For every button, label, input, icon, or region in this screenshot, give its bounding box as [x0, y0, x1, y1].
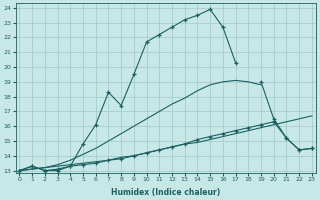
- X-axis label: Humidex (Indice chaleur): Humidex (Indice chaleur): [111, 188, 220, 197]
